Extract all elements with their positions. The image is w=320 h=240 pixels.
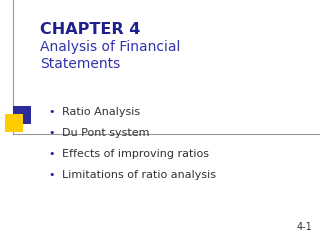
- Text: CHAPTER 4: CHAPTER 4: [40, 22, 140, 37]
- Text: Effects of improving ratios: Effects of improving ratios: [62, 149, 209, 159]
- Text: Du Pont system: Du Pont system: [62, 128, 149, 138]
- Bar: [5, 114, 23, 132]
- Text: Limitations of ratio analysis: Limitations of ratio analysis: [62, 170, 216, 180]
- Text: Ratio Analysis: Ratio Analysis: [62, 107, 140, 117]
- Bar: [13, 106, 31, 124]
- Bar: [5, 115, 14, 124]
- Text: •: •: [49, 128, 55, 138]
- Text: •: •: [49, 107, 55, 117]
- Text: •: •: [49, 149, 55, 159]
- Text: Analysis of Financial
Statements: Analysis of Financial Statements: [40, 40, 180, 71]
- Text: •: •: [49, 170, 55, 180]
- Text: 4-1: 4-1: [296, 222, 312, 232]
